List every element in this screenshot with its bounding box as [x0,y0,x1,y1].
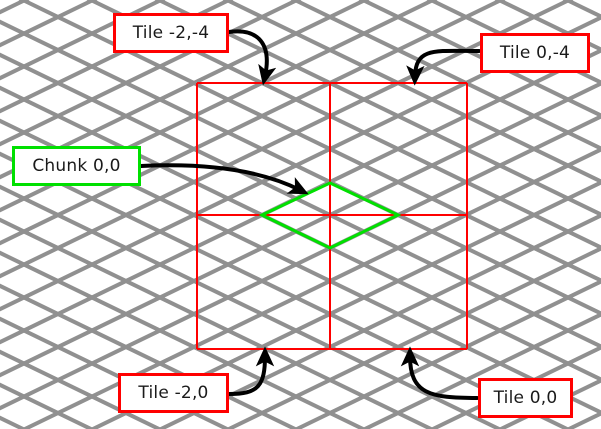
callout-tile-0-0[interactable]: Tile 0,0 [478,378,573,418]
callout-tile-0-minus4[interactable]: Tile 0,-4 [480,33,590,73]
callout-arrows [139,29,481,400]
tile-diamond [258,181,402,250]
callout-label: Tile 0,-4 [499,42,571,63]
arrow-tile-0-0 [400,346,479,400]
chunk-boundary-lines [196,82,468,350]
callout-tile-minus2-minus4[interactable]: Tile -2,-4 [113,13,229,53]
arrow-tile-minus2-0 [227,346,275,396]
arrow-tile-minus2-minus4 [227,29,277,86]
callout-label: Tile -2,0 [138,382,209,403]
callout-label: Tile -2,-4 [132,22,210,43]
highlighted-tile-lines [258,181,402,250]
arrow-tile-0-minus4 [406,48,481,86]
callout-chunk-0-0[interactable]: Chunk 0,0 [12,146,141,186]
callout-label: Chunk 0,0 [32,155,121,176]
callout-label: Tile 0,0 [493,387,558,408]
callout-tile-minus2-0[interactable]: Tile -2,0 [118,373,229,413]
arrow-chunk-0-0 [139,163,309,195]
